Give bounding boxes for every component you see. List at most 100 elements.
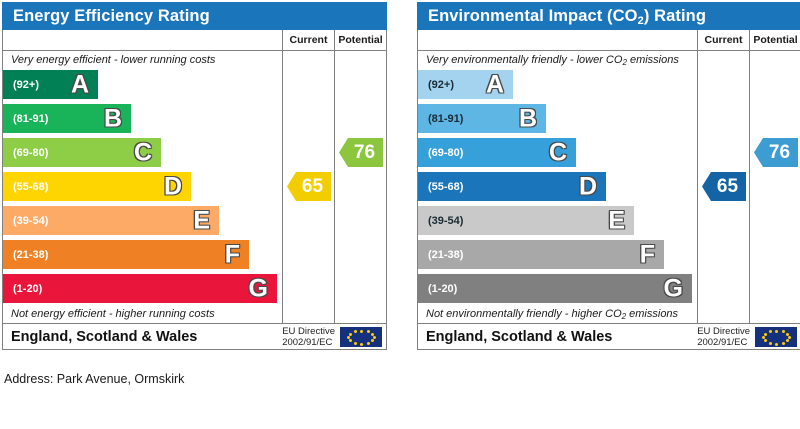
band-range-b: (81-91) [428,112,464,125]
eu-star [353,341,357,345]
band-range-a: (92+) [13,78,39,91]
eu-star [763,332,767,336]
energy-caption-bottom: Not energy efficient - higher running co… [11,308,215,320]
band-range-b: (81-91) [13,112,49,125]
band-c: (69-80) C [3,138,161,167]
band-e: (39-54) E [418,206,634,235]
energy-directive-line-1: EU Directive [282,325,335,337]
co2-caption-bottom: Not environmentally friendly - higher CO… [418,305,697,323]
environmental-impact-chart: Environmental Impact (CO2) Rating Curren… [417,2,800,350]
band-b: (81-91) B [418,104,546,133]
co2-caption-top-b: emissions [626,54,679,66]
energy-potential-rating: 76 [339,138,383,167]
eu-star [373,336,376,339]
eu-star [768,330,772,334]
band-d: (55-68) D [3,172,191,201]
energy-current-value-column: 65 [282,51,334,323]
eu-star [348,332,352,336]
band-letter-g: G [248,274,268,302]
band-g: (1-20) G [418,274,692,303]
energy-header-spacer [3,30,282,50]
co2-current-column-header: Current [697,30,749,50]
band-d: (55-68) D [418,172,606,201]
band-range-c: (69-80) [428,146,464,159]
co2-current-rating: 65 [702,172,746,201]
eu-star [360,329,363,333]
energy-caption-top: Very energy efficient - lower running co… [11,54,216,66]
eu-star [762,336,765,339]
co2-footer-directive: EU Directive 2002/91/EC [697,326,754,348]
eu-star [347,336,350,339]
co2-caption-top-subscript: 2 [622,58,627,67]
co2-potential-rating: 76 [754,138,798,167]
eu-star [768,341,772,345]
eu-star [360,342,363,346]
band-range-e: (39-54) [13,214,49,227]
band-range-d: (55-68) [428,180,464,193]
band-letter-a: A [70,70,89,98]
eu-star [781,330,785,334]
band-a: (92+) A [3,70,98,99]
energy-footer-region: England, Scotland & Wales [11,328,198,345]
co2-caption-top-a: Very environmentally friendly - lower CO [426,54,623,66]
co2-caption-top: Very environmentally friendly - lower CO… [418,51,697,69]
band-f: (21-38) F [418,240,664,269]
co2-directive-line-1: EU Directive [697,325,750,337]
energy-footer: England, Scotland & Wales EU Directive 2… [3,323,386,349]
eu-star [775,329,778,333]
band-g: (1-20) G [3,274,277,303]
energy-chart-body: Current Potential Very energy efficient … [2,30,387,350]
co2-current-rating-text: 65 [716,176,739,197]
co2-title-subscript: 2 [637,15,644,27]
band-letter-g: G [663,274,683,302]
eu-star [786,339,790,343]
co2-current-value-column: 65 [697,51,749,323]
eu-flag-icon [339,325,383,348]
band-range-c: (69-80) [13,146,49,159]
band-letter-d: D [163,172,182,200]
band-range-d: (55-68) [13,180,49,193]
co2-header-spacer [418,30,697,50]
band-range-a: (92+) [428,78,454,91]
co2-chart-title: Environmental Impact (CO2) Rating [417,2,800,30]
band-letter-a: A [485,70,504,98]
band-letter-e: E [193,206,210,234]
eu-star [371,339,375,343]
co2-potential-value-column: 76 [749,51,800,323]
energy-potential-value-column: 76 [334,51,386,323]
co2-caption-bottom-b: emissions [626,308,679,320]
energy-chart-row: Very energy efficient - lower running co… [3,51,386,323]
band-letter-b: B [103,104,122,132]
energy-band-list: (92+) A (81-91) B (69-80) C (55-68) D (39-54) E (2… [3,69,282,305]
eu-star [763,339,767,343]
eu-star [786,332,790,336]
co2-directive-line-2: 2002/91/EC [697,336,748,348]
band-b: (81-91) B [3,104,131,133]
band-letter-e: E [608,206,625,234]
energy-chart-title: Energy Efficiency Rating [2,2,387,30]
co2-chart-row: Very environmentally friendly - lower CO… [418,51,800,323]
property-address: Address: Park Avenue, Ormskirk [4,372,185,386]
band-range-f: (21-38) [428,248,464,261]
energy-column-headers: Current Potential [3,30,386,51]
co2-caption-bottom-subscript: 2 [621,312,627,321]
co2-chart-title-tail: ) Rating [643,7,707,25]
energy-directive-line-2: 2002/91/EC [282,336,333,348]
band-range-f: (21-38) [13,248,49,261]
band-letter-d: D [578,172,597,200]
eu-star [348,339,352,343]
band-letter-c: C [133,138,152,166]
eu-star [781,341,785,345]
energy-bands-column: Very energy efficient - lower running co… [3,51,282,323]
band-a: (92+) A [418,70,513,99]
band-range-g: (1-20) [428,282,458,295]
energy-current-rating-text: 65 [301,176,324,197]
co2-potential-column-header: Potential [749,30,800,50]
eu-star [775,342,778,346]
energy-current-rating: 65 [287,172,331,201]
energy-potential-column-header: Potential [334,30,386,50]
co2-bands-column: Very environmentally friendly - lower CO… [418,51,697,323]
eu-star [366,330,370,334]
eu-flag-icon [754,325,798,348]
